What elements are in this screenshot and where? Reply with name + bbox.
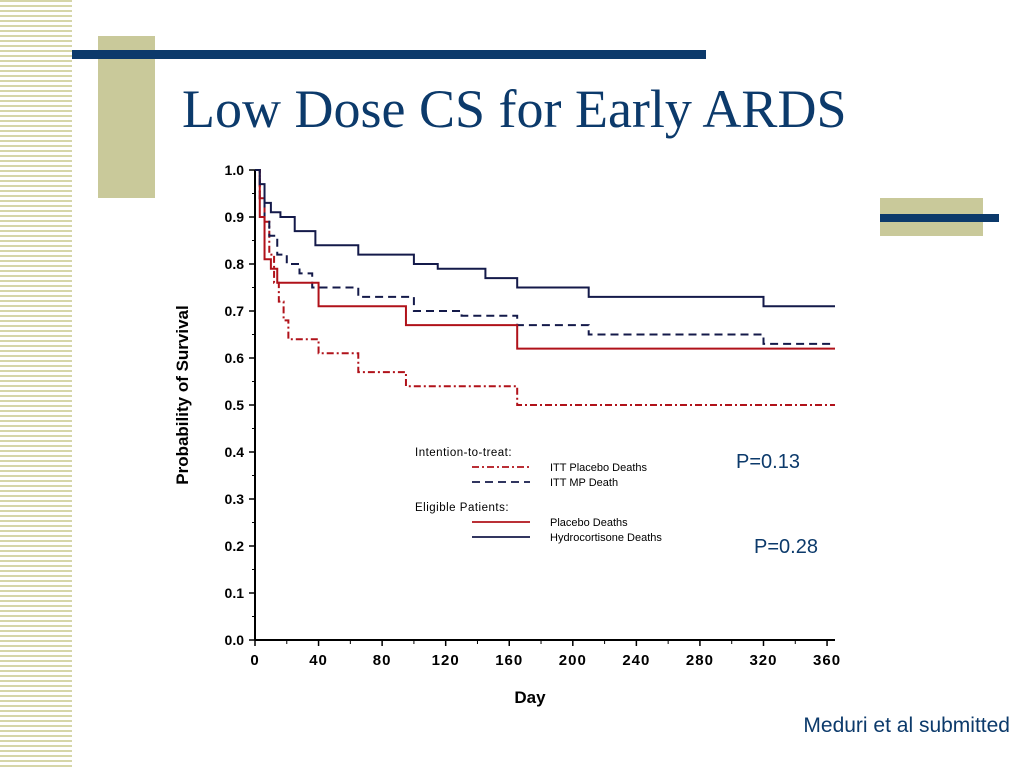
legend-entry: Placebo Deaths bbox=[550, 517, 628, 529]
y-tick-label: 0.4 bbox=[225, 444, 245, 460]
y-tick-label: 0.7 bbox=[225, 303, 245, 319]
x-tick-label: 360 bbox=[813, 652, 841, 669]
legend-entry: Hydrocortisone Deaths bbox=[550, 532, 662, 544]
survival-chart: 0.0 0.1 0.2 0.3 0.4 0.5 0.6 0.7 0.8 0.9 1.0 0 40 80 12… bbox=[173, 162, 841, 707]
slide-title: Low Dose CS for Early ARDS bbox=[182, 79, 847, 139]
striped-margin bbox=[0, 0, 72, 768]
y-tick-label: 0.3 bbox=[225, 491, 245, 507]
legend: Intention-to-treat: ITT Placebo Deaths ITT… bbox=[415, 447, 662, 544]
legend-heading: Eligible Patients: bbox=[415, 502, 509, 514]
y-axis-label: Probability of Survival bbox=[173, 305, 192, 485]
y-tick-label: 0.2 bbox=[225, 538, 245, 554]
y-tick-label: 0.1 bbox=[225, 585, 245, 601]
x-tick-label: 40 bbox=[309, 652, 328, 669]
series-line bbox=[255, 169, 835, 350]
p-value-itt: P=0.13 bbox=[736, 451, 800, 473]
series-line bbox=[255, 169, 835, 406]
x-tick-label: 80 bbox=[373, 652, 392, 669]
x-tick-label: 280 bbox=[686, 652, 714, 669]
x-tick-label: 240 bbox=[622, 652, 650, 669]
legend-entry: ITT Placebo Deaths bbox=[550, 462, 648, 474]
series-group bbox=[255, 169, 835, 406]
y-tick-label: 0.6 bbox=[225, 350, 245, 366]
y-tick-label: 0.0 bbox=[225, 632, 245, 648]
title-accent-bar bbox=[72, 50, 706, 59]
legend-entry: ITT MP Death bbox=[550, 477, 618, 489]
axes: 0.0 0.1 0.2 0.3 0.4 0.5 0.6 0.7 0.8 0.9 1.0 0 40 80 12… bbox=[173, 162, 841, 707]
title-accent-block bbox=[98, 36, 155, 198]
citation: Meduri et al submitted bbox=[803, 714, 1010, 737]
x-tick-label: 120 bbox=[432, 652, 460, 669]
y-tick-label: 1.0 bbox=[225, 162, 245, 178]
y-tick-label: 0.9 bbox=[225, 209, 245, 225]
series-line bbox=[255, 169, 835, 308]
x-axis-label: Day bbox=[514, 688, 546, 707]
legend-heading: Intention-to-treat: bbox=[415, 447, 512, 459]
x-tick-label: 200 bbox=[559, 652, 587, 669]
x-tick-label: 0 bbox=[250, 652, 259, 669]
p-value-eligible: P=0.28 bbox=[754, 536, 818, 558]
x-tick-label: 320 bbox=[749, 652, 777, 669]
y-tick-label: 0.5 bbox=[225, 397, 245, 413]
x-tick-label: 160 bbox=[495, 652, 523, 669]
series-line bbox=[255, 169, 835, 345]
right-accent-bar bbox=[880, 214, 999, 222]
y-tick-label: 0.8 bbox=[225, 256, 245, 272]
